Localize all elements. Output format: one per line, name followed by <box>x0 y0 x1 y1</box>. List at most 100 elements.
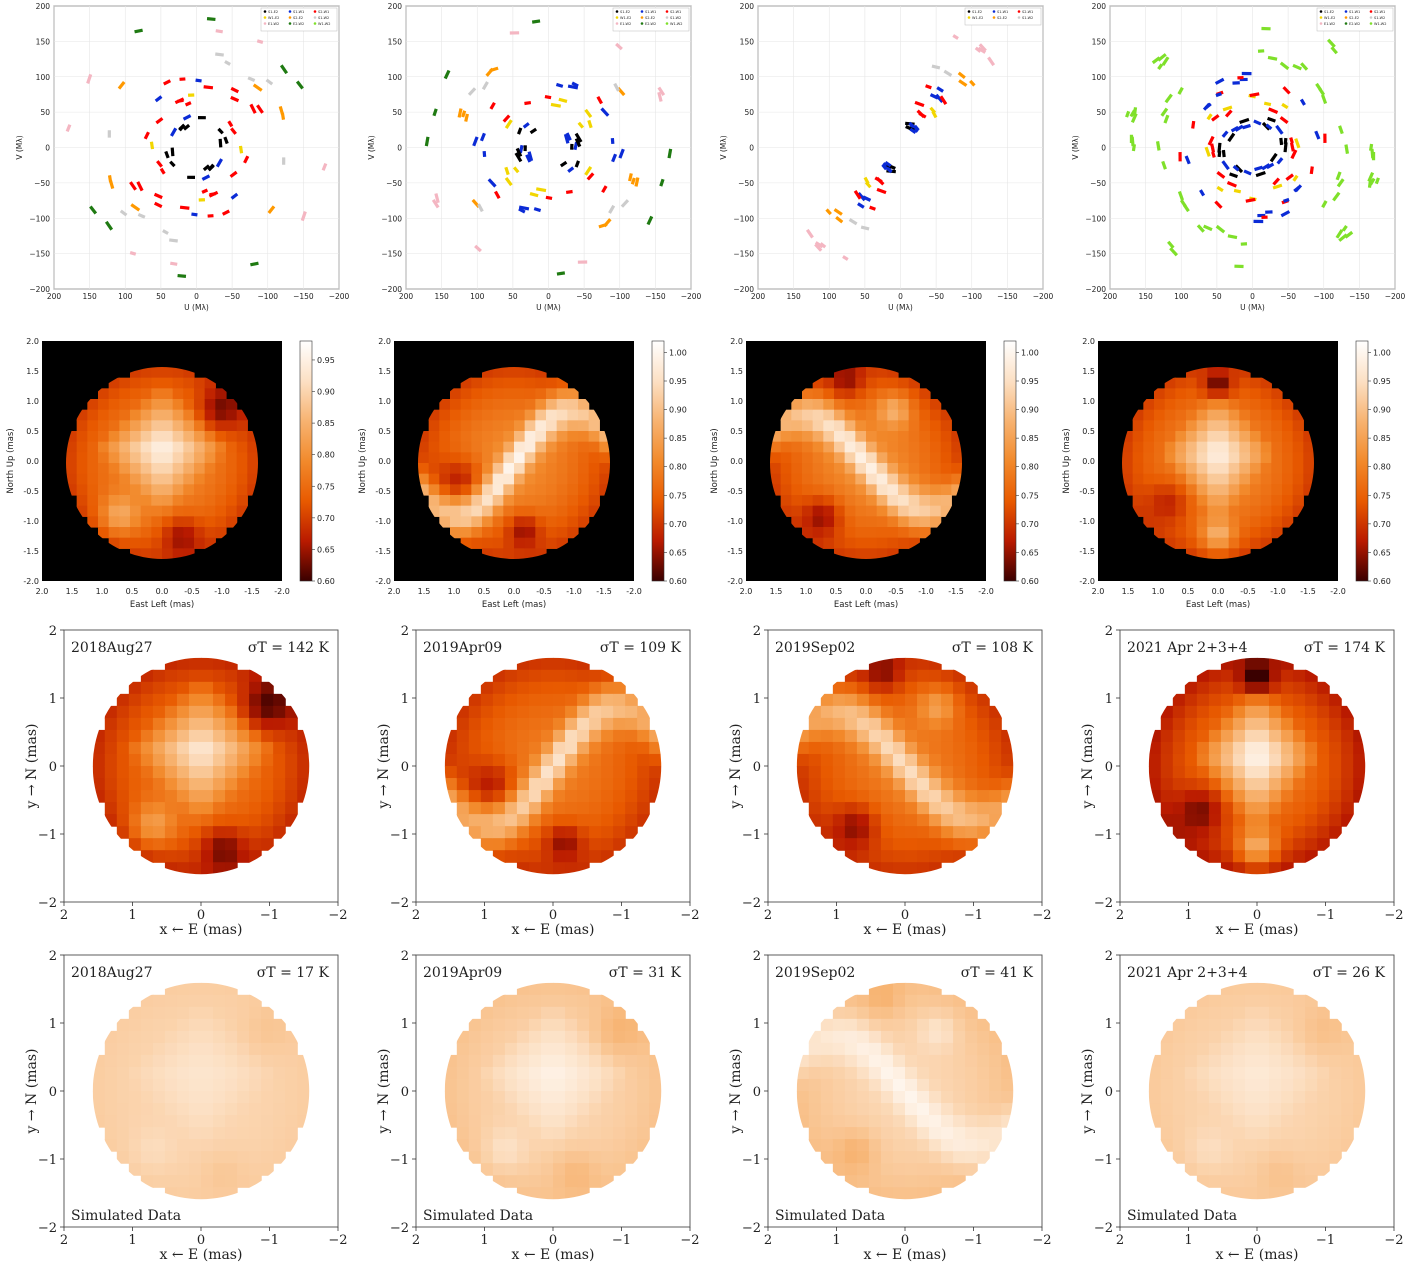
recon-pixel <box>1293 814 1306 827</box>
recon-pixel <box>1196 741 1210 755</box>
map-pixel <box>951 473 963 485</box>
recon-pixel <box>613 729 626 743</box>
recon-pixel <box>856 850 870 863</box>
map-pixel <box>482 495 494 507</box>
recon-pixel <box>892 753 906 767</box>
recon-pixel <box>261 1151 274 1164</box>
x-axis-label: x ← E (mas) <box>864 922 947 938</box>
uv-track <box>153 192 163 200</box>
map-pixel <box>471 441 483 453</box>
recon-pixel <box>1329 1042 1342 1056</box>
map-pixel <box>204 537 216 549</box>
legend-label: S1-W1 <box>997 10 1008 14</box>
map-pixel <box>578 516 590 528</box>
uv-track <box>1282 86 1291 95</box>
recon-pixel <box>1001 1103 1014 1116</box>
map-pixel <box>930 399 942 411</box>
recon-pixel <box>140 1054 154 1068</box>
recon-pixel <box>917 1151 930 1164</box>
recon-pixel <box>856 705 870 719</box>
recon-pixel <box>140 1018 154 1032</box>
map-pixel <box>599 452 611 464</box>
recon-pixel <box>480 802 494 815</box>
x-axis-label: East Left (mas) <box>1186 600 1250 610</box>
recon-pixel <box>468 1078 482 1092</box>
recon-pixel <box>989 1042 1002 1056</box>
recon-pixel <box>1184 1066 1198 1080</box>
uv-track <box>1161 56 1170 67</box>
recon-pixel <box>1232 1103 1246 1116</box>
map-pixel <box>162 495 174 507</box>
recon-pixel <box>977 826 990 839</box>
recon-pixel <box>516 850 530 863</box>
map-pixel <box>1175 420 1187 432</box>
recon-pixel <box>1293 1078 1306 1092</box>
recon-pixel <box>965 1151 978 1164</box>
map-pixel <box>1196 473 1208 485</box>
map-pixel <box>887 527 899 539</box>
recon-pixel <box>1232 753 1246 767</box>
recon-pixel <box>892 778 906 791</box>
legend-marker <box>640 16 644 19</box>
recon-pixel <box>1184 1163 1198 1176</box>
map-pixel <box>1196 537 1208 549</box>
recon-pixel <box>1329 729 1342 743</box>
y-tick-label: -1.5 <box>727 547 743 556</box>
recon-pixel <box>929 838 942 851</box>
uv-track <box>1211 114 1220 122</box>
recon-pixel <box>808 1127 822 1140</box>
map-pixel <box>1207 463 1219 475</box>
recon-pixel <box>917 862 930 875</box>
recon-pixel <box>468 1030 482 1044</box>
recon-pixel <box>225 814 238 827</box>
recon-pixel <box>249 1103 262 1116</box>
uv-track <box>522 122 530 129</box>
recon-pixel <box>237 1115 250 1128</box>
uv-track <box>908 121 916 129</box>
x-tick-label: -1.5 <box>1300 587 1316 596</box>
map-pixel <box>802 495 814 507</box>
map-pixel <box>151 516 163 528</box>
recon-pixel <box>188 741 202 755</box>
recon-pixel <box>880 1103 894 1116</box>
recon-pixel <box>1208 1151 1222 1164</box>
map-pixel <box>1186 516 1198 528</box>
recon-pixel <box>856 1103 870 1116</box>
recon-pixel <box>116 1151 130 1164</box>
map-pixel <box>450 505 462 517</box>
recon-pixel <box>880 766 894 779</box>
map-pixel <box>1239 399 1251 411</box>
map-pixel <box>855 495 867 507</box>
uv-track <box>207 163 215 171</box>
recon-pixel <box>977 1151 990 1164</box>
recon-pixel <box>213 982 226 996</box>
map-pixel <box>428 409 440 421</box>
y-tick-label: −150 <box>733 250 754 259</box>
map-pixel <box>119 431 131 443</box>
y-tick-label: −1 <box>742 828 761 843</box>
map-pixel <box>76 463 88 475</box>
recon-pixel <box>856 717 870 731</box>
recon-pixel <box>540 982 554 996</box>
legend-label: S2-E2 <box>293 16 303 20</box>
uv-track <box>1226 181 1237 188</box>
recon-pixel <box>1184 814 1198 827</box>
recon-pixel <box>1160 1091 1174 1104</box>
map-pixel <box>1175 473 1187 485</box>
map-pixel <box>1218 505 1230 517</box>
recon-pixel <box>528 814 542 827</box>
map-panel-4: 2.02.01.51.51.01.00.50.50.00.0-0.5-0.5-1… <box>1062 337 1391 610</box>
recon-pixel <box>905 1042 918 1056</box>
map-pixel <box>87 431 99 443</box>
map-pixel <box>1292 441 1304 453</box>
recon-pixel <box>528 802 542 815</box>
map-pixel <box>194 505 206 517</box>
recon-pixel <box>1196 753 1210 767</box>
x-tick-label: 2 <box>60 908 68 923</box>
recon-pixel <box>201 1127 214 1140</box>
y-tick-label: −2 <box>38 896 57 911</box>
map-pixel <box>1250 420 1262 432</box>
map-pixel <box>471 473 483 485</box>
recon-pixel <box>188 838 202 851</box>
recon-pixel <box>237 1151 250 1164</box>
